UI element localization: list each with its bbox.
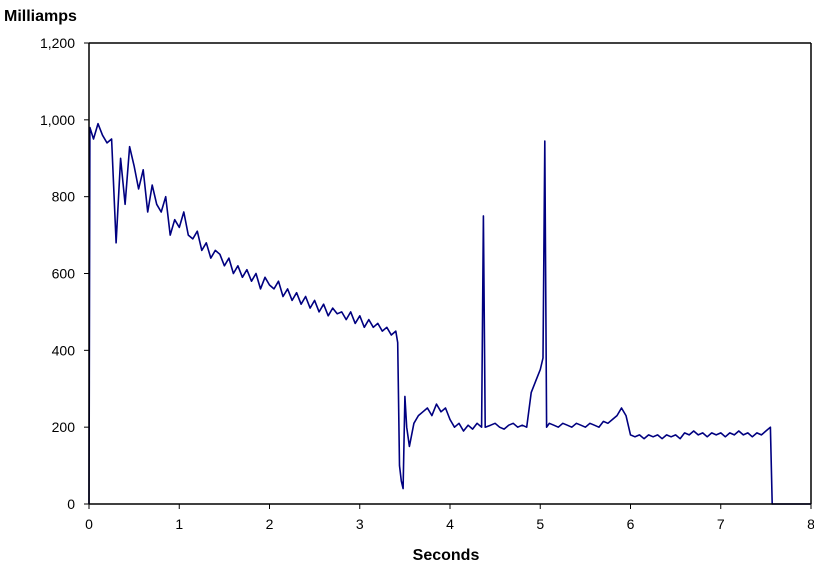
y-tick-label: 600 [52,266,76,282]
y-tick-label: 400 [52,342,76,358]
y-tick-label: 0 [67,496,75,512]
x-axis: 0 1 2 3 4 5 6 7 8 [85,504,814,532]
y-tick-label: 1,200 [40,35,75,51]
x-tick-label: 2 [266,516,274,532]
x-tick-label: 1 [175,516,183,532]
series-group [88,122,811,505]
y-tick-label: 200 [52,419,76,435]
y-tick-label: 1,000 [40,112,75,128]
plot-area [89,42,812,504]
x-tick-label: 7 [717,516,725,532]
x-tick-label: 5 [536,516,544,532]
x-tick-label: 4 [446,516,454,532]
x-tick-label: 3 [356,516,364,532]
y-tick-label: 800 [52,189,76,205]
y-axis: 0 200 400 600 800 1,000 1,200 [40,35,89,512]
x-axis-title: Seconds [413,547,480,564]
x-tick-label: 8 [807,516,814,532]
y-axis-title: Milliamps [4,8,77,25]
milliamps-series-line [88,122,811,505]
x-tick-label: 6 [627,516,635,532]
x-tick-label: 0 [85,516,93,532]
